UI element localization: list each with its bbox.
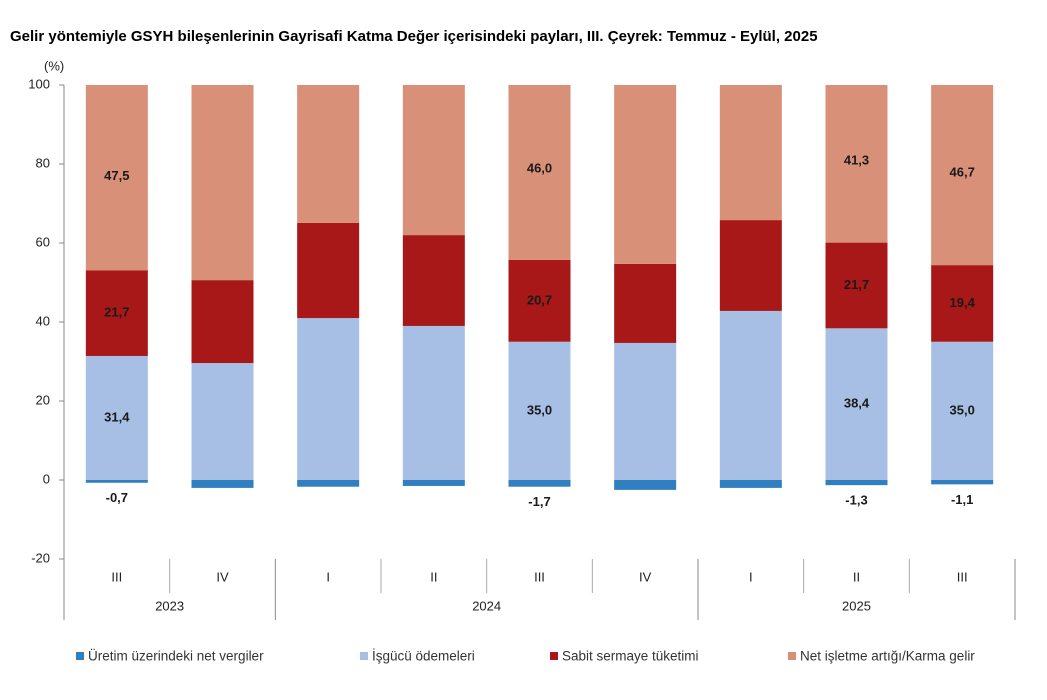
data-label: 21,7 — [104, 305, 129, 320]
bar-segment — [297, 318, 360, 480]
bar-segment — [402, 85, 465, 236]
y-axis-label: (%) — [44, 58, 64, 73]
bar-segment — [931, 341, 994, 480]
data-label: -1,7 — [528, 494, 550, 509]
y-tick-label: 20 — [36, 392, 50, 407]
chart-title: Gelir yöntemiyle GSYH bileşenlerinin Gay… — [10, 28, 818, 45]
bar-segment — [825, 85, 888, 243]
data-label: 47,5 — [104, 168, 129, 183]
legend-label: İşgücü ödemeleri — [372, 649, 475, 664]
group-label: 2025 — [842, 598, 871, 613]
plot-area — [85, 85, 994, 490]
legend-marker — [360, 652, 368, 660]
bar-segment — [85, 270, 148, 356]
data-label: 35,0 — [950, 402, 975, 417]
bar-segment — [402, 325, 465, 480]
bar-segment — [719, 220, 782, 311]
bar-segment — [614, 480, 677, 490]
y-tick-label: 80 — [36, 155, 50, 170]
bar-segment — [297, 85, 360, 223]
legend-label: Üretim üzerindeki net vergiler — [88, 649, 264, 664]
bar-segment — [191, 280, 254, 364]
data-label: 35,0 — [527, 402, 552, 417]
bar-segment — [191, 85, 254, 281]
legend-label: Net işletme artığı/Karma gelir — [800, 649, 975, 664]
bar-segment — [931, 85, 994, 266]
group-label: 2024 — [472, 598, 501, 613]
bar-segment — [614, 263, 677, 343]
y-tick-label: 0 — [43, 471, 50, 486]
data-label: 21,7 — [844, 277, 869, 292]
bar-segment — [402, 480, 465, 486]
data-label: 41,3 — [844, 152, 869, 167]
bar-segment — [508, 85, 571, 260]
data-label: -0,7 — [106, 490, 128, 505]
y-tick-label: 100 — [28, 76, 50, 91]
bar-segment — [508, 259, 571, 342]
x-tick-label: I — [749, 569, 753, 584]
x-tick-label: IV — [216, 569, 229, 584]
bar-segment — [402, 235, 465, 326]
bar-segment — [191, 363, 254, 480]
legend-marker — [788, 652, 796, 660]
y-tick-label: 40 — [36, 313, 50, 328]
y-tick-label: 60 — [36, 234, 50, 249]
y-tick-label: -20 — [31, 550, 50, 565]
bar-segment — [825, 328, 888, 480]
data-label: 46,7 — [950, 164, 975, 179]
bar-segment — [825, 242, 888, 329]
x-tick-label: IV — [639, 569, 652, 584]
bar-segment — [825, 480, 888, 486]
x-tick-label: III — [111, 569, 122, 584]
data-label: 19,4 — [950, 295, 976, 310]
x-tick-label: II — [853, 569, 860, 584]
legend-marker — [550, 652, 558, 660]
bar-segment — [719, 480, 782, 488]
legend: Üretim üzerindeki net vergiler İşgücü öde… — [76, 649, 975, 664]
legend-marker — [76, 652, 84, 660]
bar-segment — [297, 480, 360, 487]
bar-segment — [719, 310, 782, 480]
bar-segment — [508, 480, 571, 487]
bar-segment — [508, 341, 571, 480]
bar-segment — [931, 265, 994, 342]
bar-segment — [719, 85, 782, 221]
x-tick-label: III — [957, 569, 968, 584]
bar-segment — [297, 222, 360, 319]
data-label: -1,1 — [951, 492, 973, 507]
x-tick-label: I — [326, 569, 330, 584]
group-label: 2023 — [155, 598, 184, 613]
bar-segment — [191, 480, 254, 488]
data-label: 46,0 — [527, 161, 552, 176]
bar-segment — [614, 342, 677, 480]
bar-segment — [931, 480, 994, 485]
data-label: 31,4 — [104, 409, 130, 424]
bar-segment — [85, 480, 148, 483]
x-tick-label: III — [534, 569, 545, 584]
data-label: 38,4 — [844, 396, 870, 411]
bar-segment — [614, 85, 677, 264]
bar-segment — [85, 355, 148, 480]
x-tick-label: II — [430, 569, 437, 584]
data-label: -1,3 — [845, 493, 867, 508]
bar-segment — [85, 85, 148, 271]
data-label: 20,7 — [527, 292, 552, 307]
legend-label: Sabit sermaye tüketimi — [562, 649, 699, 664]
